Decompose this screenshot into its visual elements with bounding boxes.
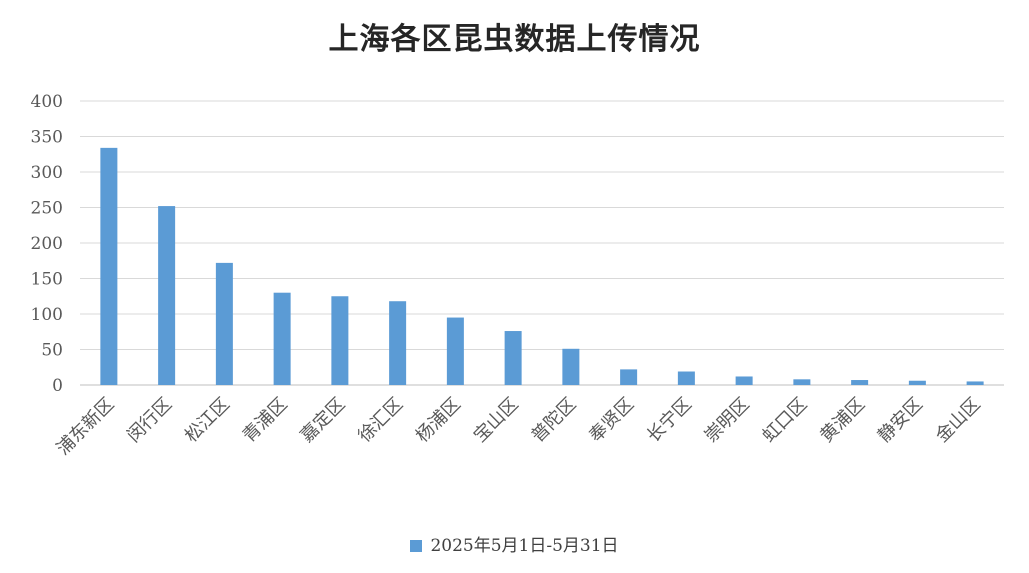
- y-tick-label: 0: [52, 376, 63, 396]
- x-tick-label: 闵行区: [123, 394, 176, 447]
- y-tick-label: 50: [41, 341, 63, 361]
- x-tick-label: 嘉定区: [296, 394, 349, 447]
- bar: [735, 376, 753, 385]
- legend: 2025年5月1日-5月31日: [0, 531, 1029, 556]
- x-tick-label: 浦东新区: [53, 394, 119, 460]
- bar: [158, 206, 176, 385]
- y-tick-label: 350: [31, 128, 63, 148]
- x-tick-label: 宝山区: [470, 394, 523, 447]
- y-tick-label: 150: [31, 270, 63, 290]
- x-tick-label: 松江区: [181, 394, 234, 447]
- x-tick-label: 徐汇区: [354, 394, 407, 447]
- legend-label: 2025年5月1日-5月31日: [430, 536, 619, 556]
- y-tick-label: 250: [31, 199, 63, 219]
- bar: [389, 301, 407, 385]
- bar: [446, 317, 464, 385]
- y-tick-label: 400: [31, 92, 63, 112]
- bar: [851, 380, 869, 385]
- bar: [100, 147, 118, 385]
- bar: [908, 380, 926, 385]
- x-tick-label: 虹口区: [758, 394, 811, 447]
- bar: [966, 381, 984, 385]
- x-tick-label: 杨浦区: [412, 394, 465, 447]
- x-tick-label: 静安区: [874, 394, 927, 447]
- y-tick-label: 100: [31, 305, 63, 325]
- y-tick-label: 300: [31, 163, 63, 183]
- bar: [504, 331, 522, 385]
- bar: [677, 371, 695, 385]
- x-tick-label: 黄浦区: [816, 394, 869, 447]
- bar: [562, 348, 580, 385]
- bar: [331, 296, 349, 385]
- x-tick-label: 长宁区: [643, 394, 696, 447]
- x-tick-label: 崇明区: [701, 394, 754, 447]
- x-tick-label: 青浦区: [239, 394, 292, 447]
- chart-title: 上海各区昆虫数据上传情况: [328, 22, 701, 57]
- y-tick-label: 200: [31, 234, 63, 254]
- legend-swatch-icon: [410, 540, 423, 552]
- bar: [215, 262, 233, 385]
- bar: [620, 369, 638, 385]
- bar: [273, 292, 291, 385]
- x-tick-label: 普陀区: [527, 394, 580, 447]
- x-tick-label: 奉贤区: [585, 394, 638, 447]
- bar: [793, 379, 811, 385]
- x-tick-label: 金山区: [932, 394, 985, 447]
